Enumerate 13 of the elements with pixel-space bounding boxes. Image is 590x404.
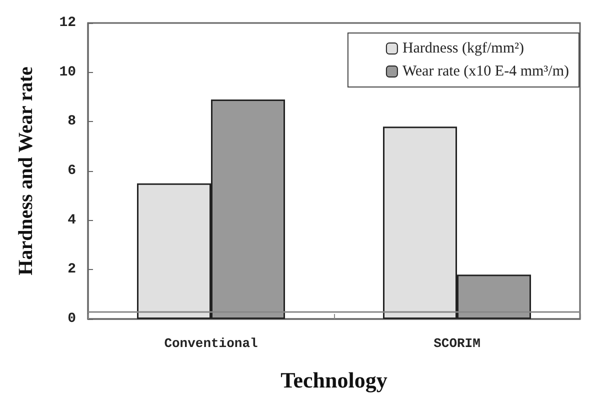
y-tick-label: 4 xyxy=(68,212,76,228)
y-tick-label: 6 xyxy=(68,163,76,179)
x-tick-label: Conventional xyxy=(164,336,258,351)
y-tick-label: 12 xyxy=(59,15,76,31)
x-axis-title: Technology xyxy=(280,368,388,392)
legend-label: Hardness (kgf/mm²) xyxy=(402,40,524,56)
x-tick-label: SCORIM xyxy=(434,336,481,351)
y-tick-label: 8 xyxy=(68,114,76,130)
y-axis-title: Hardness and Wear rate xyxy=(15,66,37,276)
y-tick-label: 10 xyxy=(59,64,76,80)
legend-label: Wear rate (x10 E-4 mm³/m) xyxy=(402,64,570,80)
y-tick-label: 0 xyxy=(68,311,76,327)
y-tick-label: 2 xyxy=(68,262,76,278)
